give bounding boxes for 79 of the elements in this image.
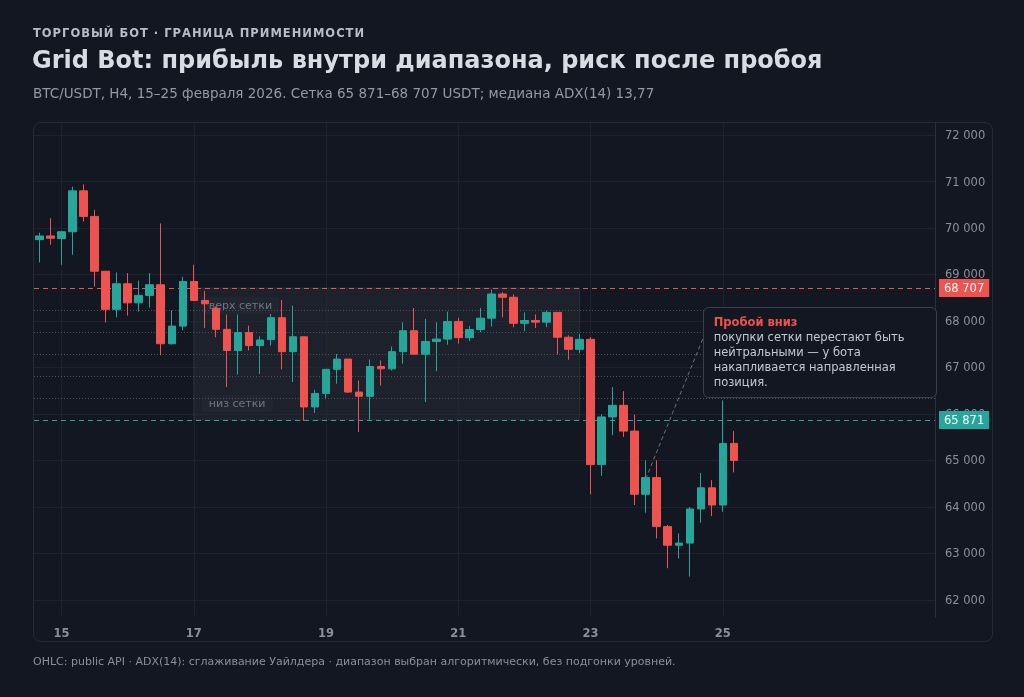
candlestick	[465, 325, 474, 342]
candlestick	[399, 321, 407, 365]
candlestick	[487, 289, 496, 328]
candlestick	[498, 291, 507, 318]
candlestick	[454, 317, 463, 345]
candlestick	[619, 390, 628, 438]
candlestick	[686, 506, 694, 578]
candlestick	[179, 276, 187, 331]
candlestick	[90, 209, 99, 288]
x-tick-label: 15	[53, 626, 70, 640]
candlestick	[641, 459, 650, 514]
candlestick	[509, 293, 518, 328]
candlestick	[531, 313, 540, 329]
x-tick-label: 17	[185, 626, 202, 640]
x-tick-label: 23	[582, 626, 599, 640]
text: OHLC: public API · ADX(14): сглаживание Уайлдера · диапазон выбран алгоритмически, без подгонки уровней.	[33, 655, 676, 668]
candlestick	[553, 311, 562, 355]
candlestick	[652, 459, 661, 539]
y-tick-label: 65 000	[945, 453, 986, 468]
candlestick	[476, 307, 485, 333]
candlestick	[245, 325, 253, 351]
candlestick	[630, 414, 639, 506]
candlestick	[68, 186, 77, 256]
candlestick	[311, 389, 319, 414]
candlestick	[333, 353, 341, 385]
candlestick	[79, 183, 88, 223]
y-tick-label: 64 000	[945, 499, 986, 514]
candlestick	[432, 321, 441, 372]
chart-title: Grid Bot: прибыль внутри диапазона, риск после пробоя	[32, 46, 823, 74]
candlestick	[267, 313, 275, 347]
candlestick	[520, 311, 529, 332]
candlestick	[134, 280, 143, 313]
candlestick	[388, 346, 396, 371]
candlestick	[223, 313, 231, 388]
ref-line-label: 68 707	[944, 281, 985, 296]
candlestick	[697, 472, 705, 524]
candlestick	[322, 368, 330, 400]
candlestick	[575, 333, 584, 354]
candlestick	[344, 358, 352, 394]
candlestick	[168, 309, 176, 346]
candlestick	[300, 336, 308, 422]
candlestick	[57, 230, 66, 266]
text: ТОРГОВЫЙ БОТ · ГРАНИЦА ПРИМЕНИМОСТИ	[33, 26, 366, 40]
candlestick	[46, 217, 55, 246]
y-tick-label: 70 000	[945, 221, 986, 236]
x-tick-label: 25	[714, 626, 731, 640]
annotation: низ сетки	[201, 394, 273, 412]
candlestick	[586, 336, 595, 495]
candlestick	[410, 307, 418, 355]
y-tick-label: 62 000	[945, 592, 986, 607]
candlestick	[542, 310, 551, 328]
candlestick	[145, 272, 154, 308]
x-tick-label: 19	[318, 626, 335, 640]
y-tick-label: 67 000	[945, 360, 986, 375]
y-tick-label: 68 000	[945, 313, 986, 328]
candlestick	[355, 379, 363, 433]
callout-box: Пробой вниз покупки сетки перестают быть нейтральными — у бота накапливается направленная позиция.	[702, 306, 937, 398]
candlestick	[35, 232, 44, 263]
candlestick	[256, 335, 264, 375]
candlestick	[234, 313, 242, 375]
candlestick	[421, 318, 430, 403]
candlestick	[708, 479, 716, 517]
x-tick-label: 21	[450, 626, 467, 640]
candlestick	[675, 532, 683, 559]
candlestick	[289, 305, 297, 383]
y-tick-label: 71 000	[945, 174, 986, 189]
candlestick	[278, 299, 286, 370]
candlestick	[730, 430, 738, 473]
y-tick-label: 72 000	[945, 128, 986, 143]
candlestick	[663, 524, 672, 569]
candlestick	[201, 290, 209, 329]
ref-line-label: 65 871	[944, 412, 985, 427]
candlestick	[377, 359, 385, 387]
y-tick-label: 69 000	[945, 267, 986, 282]
candlestick	[443, 311, 452, 346]
chart-subtitle: BTC/USDT, H4, 15–25 февраля 2026. Сетка 65 871–68 707 USDT; медиана ADX(14) 13,77	[33, 85, 655, 101]
candlestick	[112, 271, 121, 318]
candlestick	[564, 334, 573, 361]
y-tick-label: 63 000	[945, 546, 986, 561]
